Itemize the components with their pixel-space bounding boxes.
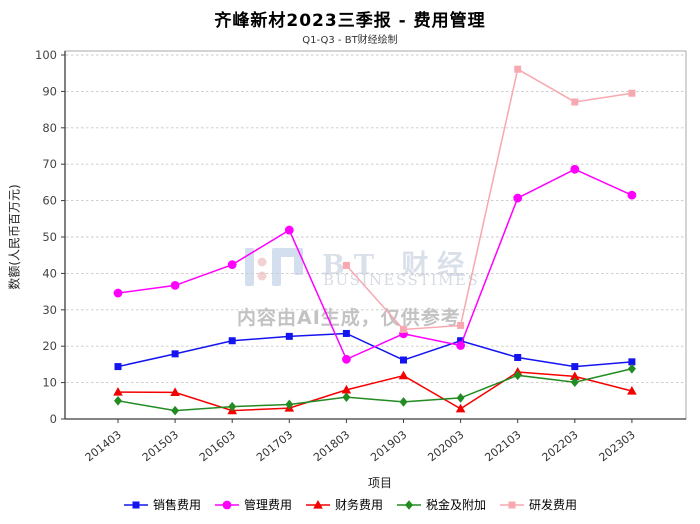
legend-item-3[interactable]: 税金及附加 bbox=[396, 496, 486, 513]
series-0-marker bbox=[114, 363, 122, 371]
series-3-marker bbox=[456, 393, 465, 403]
series-1-marker bbox=[170, 281, 180, 290]
legend-marker-3-icon bbox=[397, 499, 421, 510]
series-1-marker bbox=[227, 260, 237, 270]
legend-label-3: 税金及附加 bbox=[426, 498, 487, 512]
y-tick-label: 60 bbox=[42, 194, 57, 208]
series-3-line bbox=[117, 368, 633, 412]
x-tick-label: 202003 bbox=[425, 428, 466, 464]
chart-subtitle: Q1-Q3 - BT财经绘制 bbox=[302, 35, 398, 46]
legend-marker-1-icon bbox=[214, 500, 239, 509]
series-4-line bbox=[345, 68, 633, 331]
bt-logo-subtext: BUSINESSTIMES bbox=[323, 271, 480, 289]
series-4-marker bbox=[457, 321, 465, 329]
series-1-marker bbox=[284, 225, 294, 235]
series-3-marker bbox=[627, 363, 636, 374]
series-2-line bbox=[117, 371, 633, 412]
series-2-marker bbox=[627, 385, 637, 395]
series-2-marker bbox=[570, 371, 580, 381]
series-4-marker bbox=[628, 89, 636, 97]
series-1-marker bbox=[513, 193, 523, 203]
series-4-marker bbox=[400, 325, 407, 333]
series-3-marker bbox=[114, 396, 122, 406]
series-4-marker bbox=[571, 98, 579, 106]
y-tick-label: 10 bbox=[42, 376, 57, 390]
series-1-marker bbox=[627, 190, 637, 200]
x-tick-label: 201503 bbox=[140, 428, 181, 464]
series-4-marker bbox=[514, 65, 522, 73]
legend-marker-0-icon bbox=[123, 501, 148, 508]
series-0-marker bbox=[457, 337, 465, 345]
legend-marker-4-icon bbox=[500, 501, 525, 508]
series-3-marker bbox=[570, 377, 579, 388]
series-4-marker bbox=[342, 261, 350, 269]
series-0-marker bbox=[171, 350, 179, 358]
series-1-marker bbox=[342, 354, 351, 364]
series-3-marker bbox=[342, 392, 351, 402]
legend-label-1: 管理费用 bbox=[243, 498, 292, 512]
y-tick-label: 50 bbox=[42, 230, 57, 244]
series-0-marker bbox=[285, 332, 293, 340]
series-2-marker bbox=[398, 370, 409, 380]
series-0-marker bbox=[571, 363, 579, 371]
legend-label-0: 销售费用 bbox=[152, 498, 201, 512]
y-tick-label: 30 bbox=[42, 303, 57, 317]
series-0-marker bbox=[400, 356, 407, 364]
series-2-marker bbox=[341, 384, 352, 394]
series-0-line bbox=[117, 332, 632, 368]
y-tick-label: 20 bbox=[42, 339, 57, 353]
series-1-marker bbox=[456, 341, 465, 350]
series-1-marker bbox=[570, 164, 580, 174]
y-tick-label: 100 bbox=[35, 48, 57, 62]
x-tick-label: 202303 bbox=[597, 428, 638, 464]
series-2-marker bbox=[170, 387, 180, 397]
chart-title: 齐峰新材2023三季报 - 费用管理 bbox=[214, 11, 486, 31]
series-1-line bbox=[117, 168, 633, 361]
y-tick-label: 0 bbox=[50, 412, 57, 426]
legend-item-1[interactable]: 管理费用 bbox=[214, 496, 292, 513]
plot-frame bbox=[64, 50, 687, 420]
x-axis-label: 项目 bbox=[367, 476, 392, 490]
line-chart-plot: 0 10 20 30 40 50 60 70 80 90 100 201403 201503 201603… bbox=[35, 48, 687, 464]
series-3-marker bbox=[228, 401, 237, 412]
series-3-marker bbox=[171, 405, 180, 416]
series-0-marker bbox=[514, 353, 522, 361]
x-tick-label: 202103 bbox=[482, 428, 523, 464]
series-2-marker bbox=[455, 403, 466, 413]
x-tick-label: 202203 bbox=[540, 428, 581, 464]
legend-item-4[interactable]: 研发费用 bbox=[499, 496, 577, 513]
x-tick-label: 201903 bbox=[368, 428, 409, 464]
series-3-marker bbox=[513, 370, 522, 381]
y-tick-label: 70 bbox=[42, 157, 57, 171]
legend-item-0[interactable]: 销售费用 bbox=[123, 496, 201, 513]
y-tick-label: 80 bbox=[42, 121, 57, 135]
legend-label-2: 财务费用 bbox=[334, 498, 383, 512]
series-2-marker bbox=[113, 387, 123, 396]
legend-marker-2-icon bbox=[305, 499, 330, 509]
legend-item-2[interactable]: 财务费用 bbox=[305, 496, 383, 513]
series-0-marker bbox=[342, 329, 350, 337]
legend-label-4: 研发费用 bbox=[529, 498, 578, 512]
series-0-marker bbox=[628, 358, 636, 366]
y-tick-label: 40 bbox=[42, 266, 57, 280]
series-3-marker bbox=[285, 399, 294, 410]
series-1-marker bbox=[113, 288, 123, 298]
series-3-marker bbox=[399, 397, 408, 407]
chart-legend: 销售费用 管理费用 财务费用 税金及附加 研发费用 bbox=[0, 496, 700, 513]
x-tick-label: 201403 bbox=[83, 428, 124, 464]
x-tick-label: 201703 bbox=[254, 428, 295, 464]
ai-generated-notice: 内容由AI生成，仅供参考 bbox=[237, 307, 461, 329]
y-tick-label: 90 bbox=[42, 84, 57, 98]
x-tick-label: 201803 bbox=[311, 428, 352, 464]
series-0-marker bbox=[228, 337, 236, 345]
x-tick-label: 201603 bbox=[197, 428, 238, 464]
